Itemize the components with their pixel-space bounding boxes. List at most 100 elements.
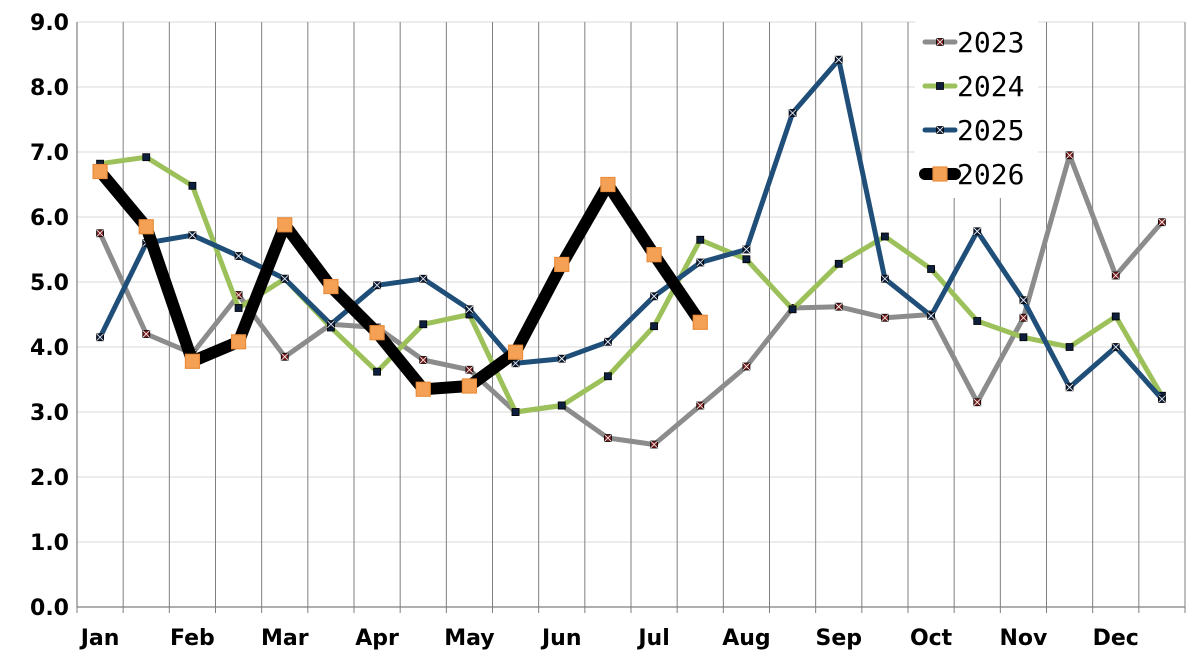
data-point-cross [142, 330, 151, 338]
data-point-cross [650, 440, 658, 449]
data-point [461, 378, 478, 394]
data-point [323, 278, 339, 295]
data-point [692, 314, 708, 330]
data-point-cross [1065, 151, 1074, 160]
data-point [234, 252, 243, 260]
data-point [511, 408, 520, 416]
data-point [188, 231, 197, 240]
data-point-cross [650, 292, 658, 301]
data-point [1019, 296, 1028, 305]
data-point-cross [936, 38, 944, 46]
data-point-marker [461, 378, 478, 394]
data-point-marker [604, 372, 612, 381]
data-point-cross [465, 305, 474, 314]
data-point-cross [604, 434, 612, 442]
data-point-cross [834, 302, 843, 311]
data-point [465, 365, 474, 374]
series-line [97, 57, 1165, 402]
x-tick-label: Nov [999, 626, 1048, 651]
data-point [742, 362, 751, 371]
data-point-cross [1158, 395, 1166, 403]
data-point [973, 398, 982, 407]
data-point-cross [881, 274, 889, 283]
data-point [1111, 271, 1120, 280]
data-point-cross [973, 227, 982, 236]
data-point-cross [1019, 313, 1028, 322]
data-point-cross [1111, 343, 1120, 351]
data-point [927, 311, 935, 320]
data-point-marker [373, 367, 381, 376]
data-point-marker [742, 255, 751, 264]
data-point-cross [936, 126, 944, 134]
data-point [788, 305, 797, 314]
x-tick-label: Apr [355, 626, 399, 651]
data-point [927, 265, 935, 273]
y-tick-label: 0.0 [30, 596, 69, 621]
data-point-cross [604, 338, 612, 346]
data-point [604, 434, 612, 442]
data-point-marker [881, 232, 889, 241]
y-tick-label: 1.0 [30, 531, 69, 556]
data-point [465, 305, 474, 314]
data-point-cross [973, 398, 982, 407]
data-point-cross [188, 231, 197, 239]
data-point-cross [465, 365, 474, 374]
x-tick-label: Jul [636, 626, 669, 651]
data-point [373, 281, 381, 290]
data-point-marker [973, 317, 982, 325]
data-point-cross [96, 229, 104, 238]
series-line [94, 165, 707, 396]
data-point [369, 325, 385, 341]
data-point-marker [369, 325, 385, 341]
data-point [932, 166, 948, 182]
data-point [1158, 395, 1166, 403]
data-point [373, 367, 381, 376]
y-tick-label: 9.0 [30, 11, 69, 36]
data-point [1019, 333, 1028, 342]
data-point [973, 317, 982, 325]
y-tick-label: 4.0 [30, 336, 69, 361]
data-point [881, 313, 889, 322]
data-point-marker [936, 82, 944, 90]
data-point [1111, 343, 1120, 351]
y-tick-label: 5.0 [30, 271, 69, 296]
data-point-cross [419, 356, 428, 364]
data-point-cross [327, 320, 335, 329]
data-point [419, 356, 428, 364]
data-point-marker [646, 247, 662, 263]
data-point [557, 354, 566, 363]
data-point [936, 126, 944, 134]
data-point [788, 109, 797, 117]
legend-label: 2026 [957, 158, 1024, 191]
x-tick-label: Sep [815, 626, 862, 651]
data-point [646, 247, 662, 263]
data-point [557, 401, 566, 410]
data-point-marker [188, 181, 197, 190]
series-2026 [92, 163, 708, 397]
data-point-cross [881, 313, 889, 322]
data-point [742, 245, 751, 254]
data-point [604, 337, 612, 346]
data-point-marker [932, 166, 948, 182]
data-point [415, 381, 431, 397]
data-point [1065, 343, 1074, 351]
data-point-cross [834, 55, 843, 64]
series-line [97, 152, 1165, 447]
data-point [834, 302, 843, 311]
x-tick-label: Aug [722, 626, 770, 651]
data-point-marker [1019, 333, 1028, 342]
data-point-cross [419, 274, 428, 283]
data-point [973, 227, 982, 236]
data-point [554, 256, 570, 273]
data-point [142, 153, 151, 162]
data-point-marker [415, 381, 431, 397]
x-tick-label: Mar [261, 626, 309, 651]
data-point [419, 274, 428, 283]
series-line [97, 154, 1165, 415]
x-tick-label: Jan [79, 626, 120, 651]
data-point [696, 401, 705, 410]
data-point [1158, 218, 1166, 227]
data-point-marker [834, 259, 843, 268]
legend-entry-2024: 2024 [922, 70, 1024, 103]
